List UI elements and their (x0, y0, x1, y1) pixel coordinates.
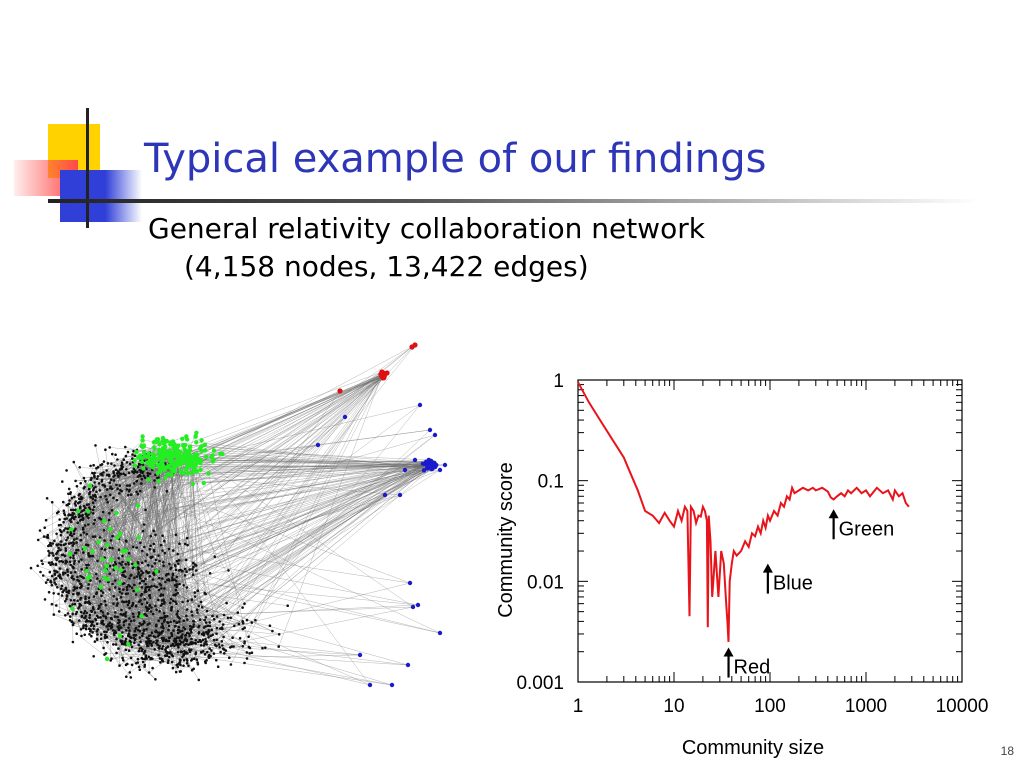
slide-decoration-horizontal-rule (48, 199, 978, 203)
x-axis-label: Community size (682, 737, 824, 759)
y-tick-label: 1 (553, 371, 564, 392)
annotation-blue: Blue (762, 563, 813, 595)
community-score-series-line (577, 381, 910, 642)
y-axis-tick-labels: 1 0.1 0.01 0.001 (516, 371, 564, 694)
network-blue-nodes (315, 402, 448, 688)
y-tick-label: 0.1 (538, 472, 564, 493)
y-axis-ticks (578, 384, 962, 683)
community-score-chart: 1 10 100 1000 10000 1 0.1 0.01 0.001 Red Blue Gre… (495, 371, 989, 759)
annotation-label: Red (734, 657, 771, 679)
x-axis-tick-labels: 1 10 100 1000 10000 (573, 696, 989, 717)
annotation-green: Green (828, 509, 895, 540)
page-number: 18 (1000, 744, 1014, 758)
x-tick-label: 10 (663, 696, 684, 717)
network-edge-lines (30, 344, 446, 686)
annotation-label: Green (839, 518, 895, 540)
slide-decoration-vertical-line (86, 108, 89, 228)
network-black-nodes (29, 444, 289, 682)
annotation-arrow-head (723, 647, 734, 657)
x-axis-ticks (577, 380, 959, 682)
network-nodes (29, 342, 448, 688)
network-edges (30, 344, 446, 686)
annotation-arrow-head (762, 563, 773, 573)
slide-title: Typical example of our findings (144, 136, 767, 182)
chart-annotations: Red Blue Green (723, 509, 895, 679)
x-tick-label: 100 (754, 696, 786, 717)
x-tick-label: 10000 (936, 696, 989, 717)
annotation-red: Red (723, 647, 771, 679)
subtitle-line-2: (4,158 nodes, 13,422 edges) (184, 250, 589, 283)
x-tick-label: 1 (573, 696, 584, 717)
network-red-nodes (337, 342, 418, 394)
annotation-label: Blue (773, 573, 813, 595)
y-tick-label: 0.001 (516, 673, 564, 694)
slide-subtitle: General relativity collaboration network… (148, 210, 705, 286)
network-graph-image (29, 342, 448, 688)
y-tick-label: 0.01 (527, 572, 564, 593)
y-axis-label: Community score (495, 462, 517, 618)
slide-decoration-blue-square (60, 170, 142, 222)
plot-area-frame (577, 379, 963, 683)
x-tick-label: 1000 (845, 696, 887, 717)
annotation-arrow-head (828, 509, 839, 519)
subtitle-line-1: General relativity collaboration network (148, 212, 705, 245)
